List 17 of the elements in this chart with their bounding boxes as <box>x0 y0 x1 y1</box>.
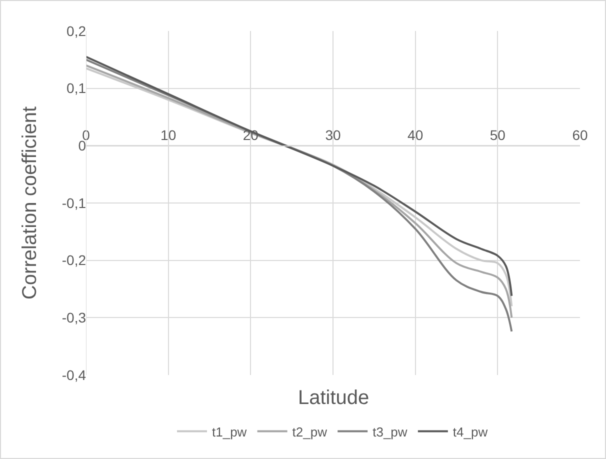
x-tick-label: 50 <box>490 127 506 144</box>
legend-label: t1_pw <box>212 424 248 440</box>
y-tick-label: -0,3 <box>62 310 86 326</box>
x-tick-label: 40 <box>408 127 424 144</box>
y-tick-label: -0,4 <box>62 366 86 383</box>
y-tick-label: 0,2 <box>66 22 86 39</box>
x-tick-label: 30 <box>325 127 341 144</box>
y-tick-label: -0,2 <box>62 252 86 268</box>
y-tick-label: -0,1 <box>62 194 86 211</box>
x-axis-title: Latitude <box>298 387 370 409</box>
x-tick-label: 60 <box>572 127 588 144</box>
legend-label: t3_pw <box>372 424 408 440</box>
x-tick-label: 10 <box>160 127 176 144</box>
legend-label: t2_pw <box>292 424 328 440</box>
y-axis-title: Correlation coefficient <box>19 106 41 300</box>
y-tick-label: 0,1 <box>66 80 86 96</box>
legend-label: t4_pw <box>452 424 488 440</box>
